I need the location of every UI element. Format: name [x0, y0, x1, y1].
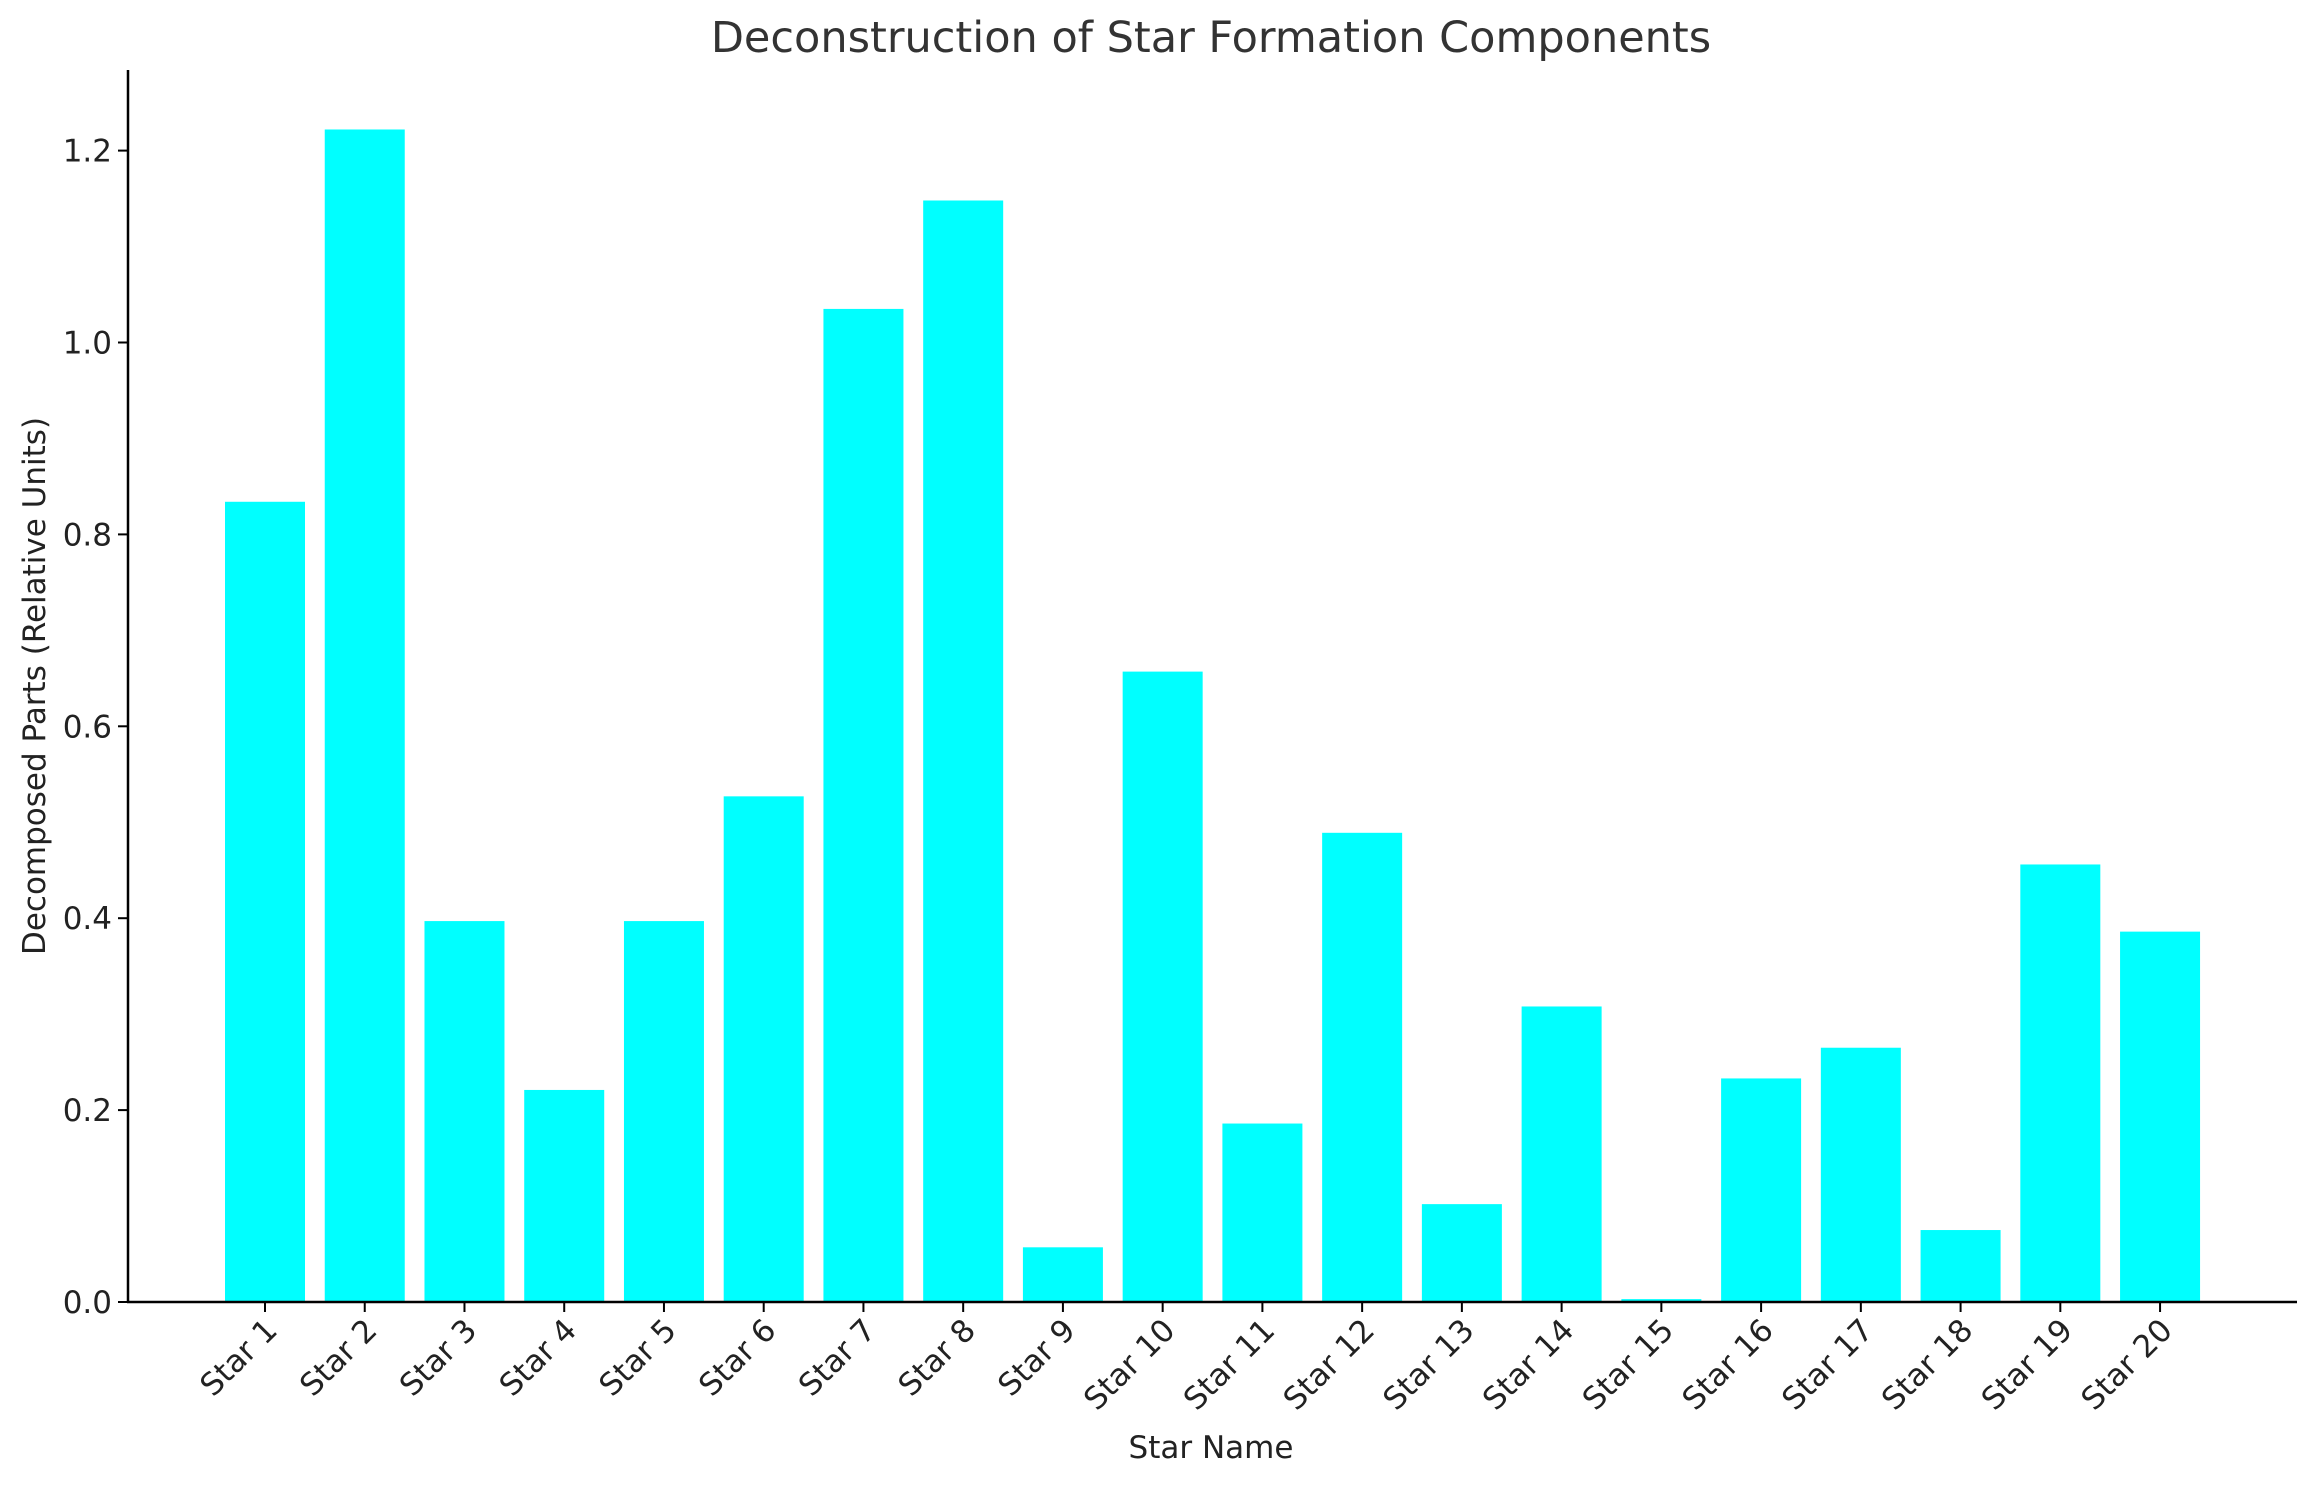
bar-star-13 — [1421, 1204, 1502, 1302]
x-tick-label: Star 8 — [892, 1312, 983, 1403]
x-tick-label: Star 12 — [1277, 1312, 1382, 1417]
y-tick-label: 0.4 — [63, 901, 112, 937]
bar-star-14 — [1521, 1006, 1602, 1302]
x-tick-label: Star 2 — [293, 1312, 384, 1403]
bar-star-11 — [1222, 1123, 1303, 1302]
x-tick-label: Star 5 — [592, 1312, 683, 1403]
bar-star-4 — [524, 1089, 605, 1302]
x-tick-label: Star 1 — [193, 1312, 284, 1403]
bar-star-6 — [723, 796, 804, 1302]
bar-star-17 — [1820, 1047, 1901, 1302]
x-tick-label: Star 14 — [1476, 1312, 1581, 1417]
bar-star-18 — [1920, 1230, 2001, 1302]
bars-layer — [225, 129, 2201, 1303]
x-tick-label: Star 4 — [493, 1312, 584, 1403]
x-tick-label: Star 19 — [1975, 1312, 2080, 1417]
bar-star-19 — [2020, 864, 2101, 1302]
bar-star-1 — [225, 501, 305, 1302]
y-tick-label: 0.8 — [63, 517, 112, 553]
x-tick-label: Star 16 — [1675, 1312, 1780, 1417]
y-tick-label: 1.2 — [63, 134, 112, 170]
x-tick-label: Star 10 — [1077, 1312, 1182, 1417]
x-tick-label: Star 15 — [1576, 1312, 1681, 1417]
bar-star-15 — [1621, 1299, 1702, 1302]
bar-star-20 — [2120, 931, 2201, 1302]
x-tick-label: Star 13 — [1376, 1312, 1481, 1417]
y-ticks-layer: 0.0 0.2 0.4 0.6 0.8 1.0 1.2 — [63, 134, 128, 1321]
x-tick-label: Star 11 — [1177, 1312, 1282, 1417]
bar-star-8 — [923, 200, 1004, 1303]
bar-star-9 — [1022, 1247, 1103, 1302]
bar-star-3 — [424, 921, 505, 1302]
x-tick-label: Star 7 — [792, 1312, 883, 1403]
chart-title: Deconstruction of Star Formation Compone… — [711, 13, 1711, 63]
x-tick-label: Star 3 — [393, 1312, 484, 1403]
bar-star-7 — [823, 308, 904, 1302]
bar-star-12 — [1322, 832, 1403, 1302]
x-tick-label: Star 18 — [1875, 1312, 1980, 1417]
y-tick-label: 0.2 — [63, 1093, 112, 1129]
y-tick-label: 0.0 — [63, 1285, 112, 1321]
y-tick-label: 0.6 — [63, 709, 112, 745]
x-tick-label: Star 9 — [991, 1312, 1082, 1403]
x-tick-label: Star 17 — [1775, 1312, 1880, 1417]
x-ticks-layer: Star 1 Star 2 Star 3 Star 4 Star 5 Star 6 Star… — [193, 1302, 2180, 1417]
x-tick-label: Star 6 — [692, 1312, 783, 1403]
bar-star-5 — [623, 921, 704, 1302]
bar-star-10 — [1122, 671, 1203, 1302]
bar-star-16 — [1721, 1078, 1802, 1302]
y-axis-label: Decomposed Parts (Relative Units) — [17, 417, 53, 955]
bar-star-2 — [324, 129, 405, 1302]
x-axis-label: Star Name — [1129, 1430, 1294, 1466]
y-tick-label: 1.0 — [63, 325, 112, 361]
x-tick-label: Star 20 — [2074, 1312, 2179, 1417]
